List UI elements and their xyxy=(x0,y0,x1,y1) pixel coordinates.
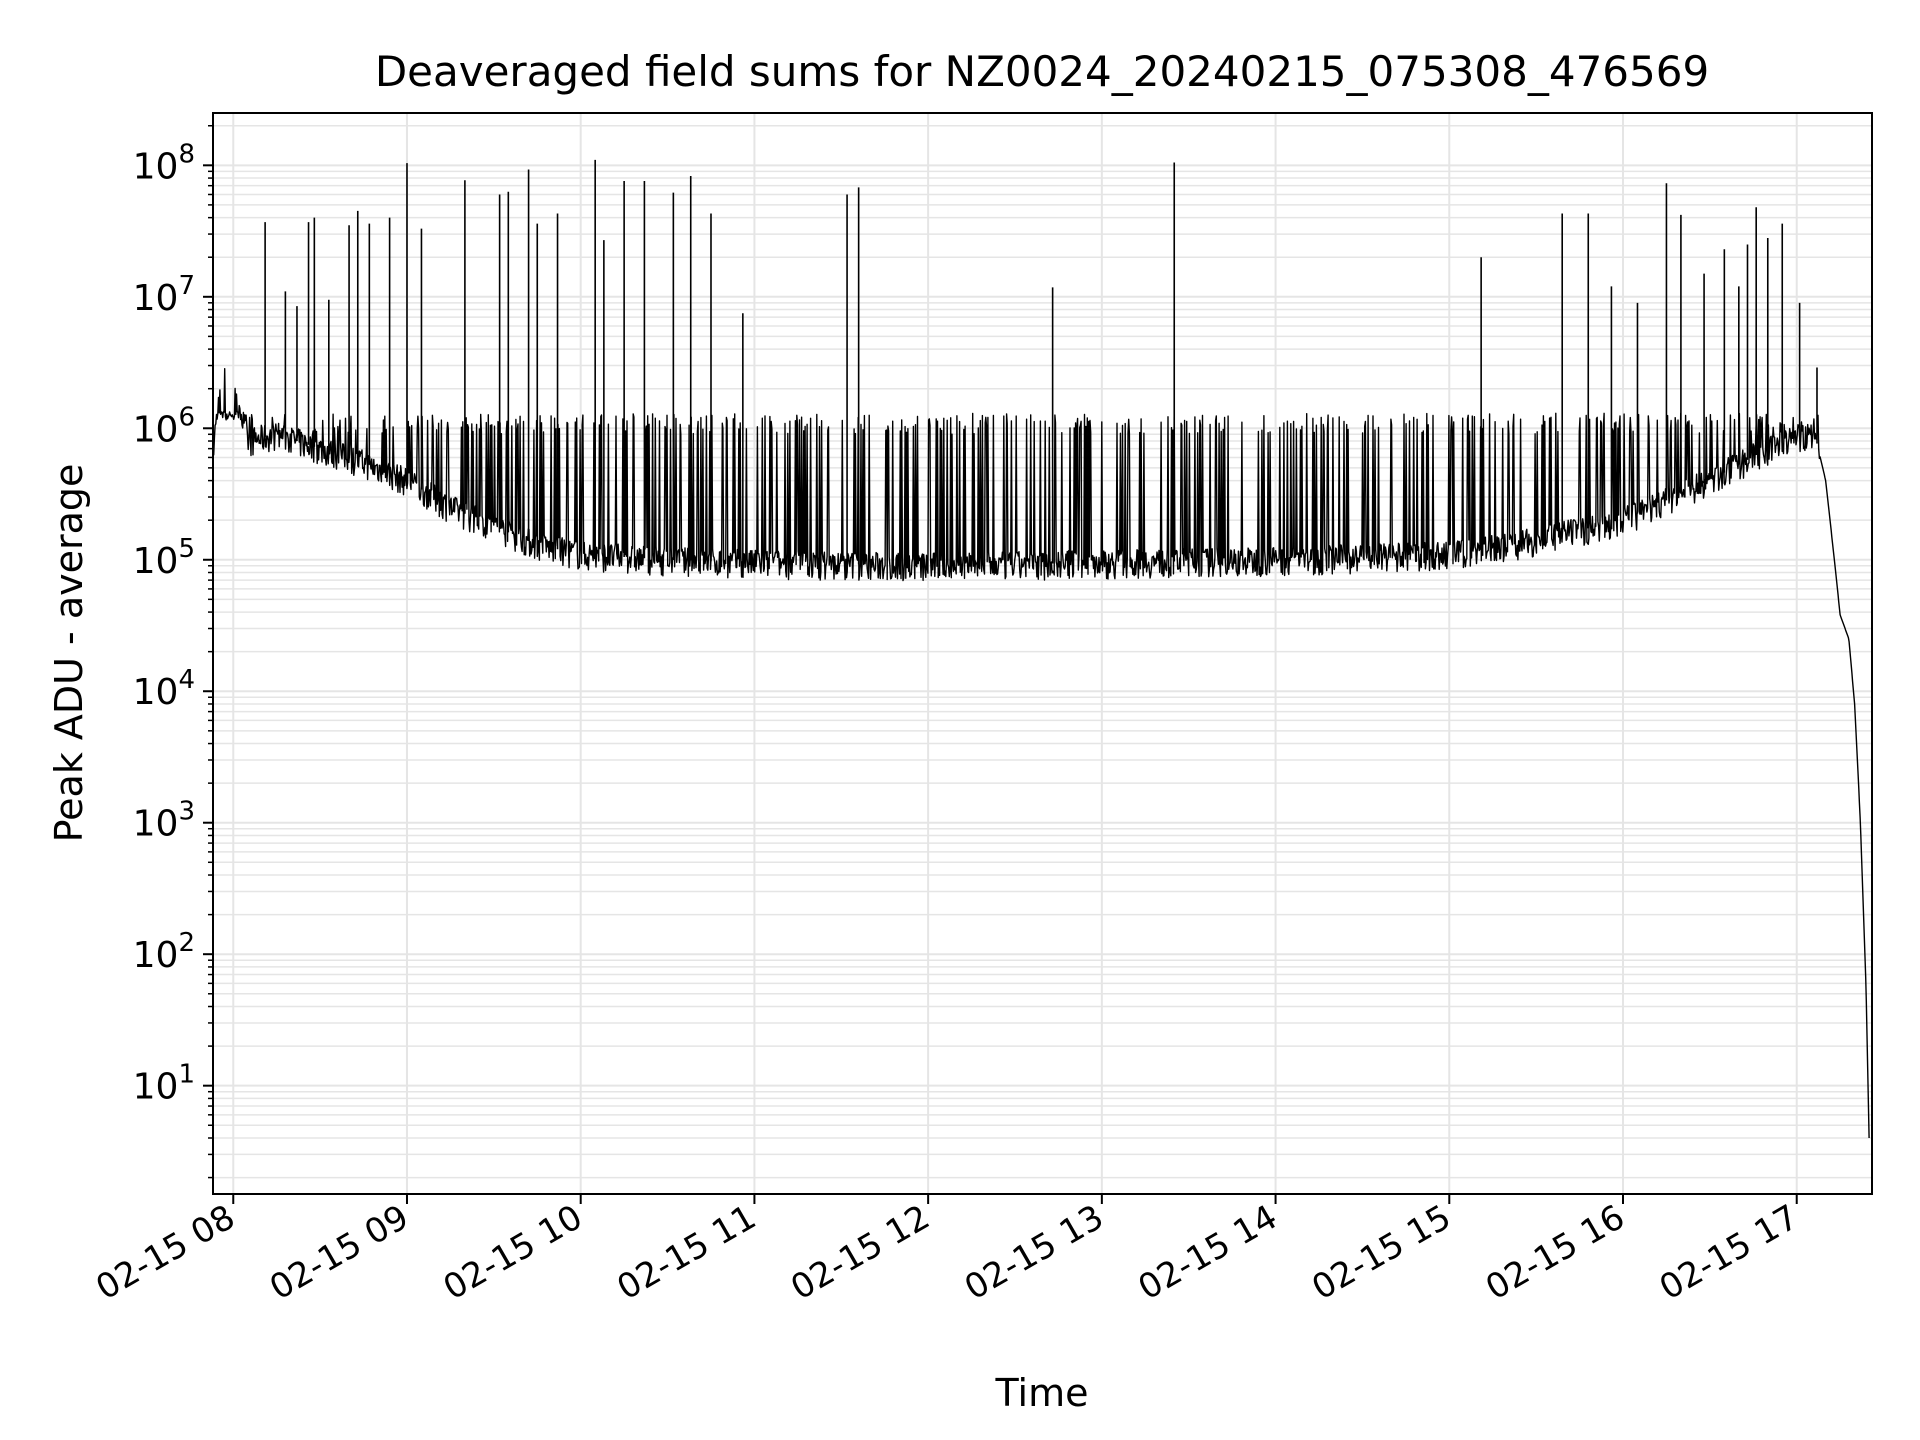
y-tick-label: 108 xyxy=(133,139,195,187)
series-line xyxy=(212,368,1870,1139)
y-tick-label: 101 xyxy=(133,1060,195,1108)
y-tick-label: 105 xyxy=(133,534,195,582)
y-tick-label: 102 xyxy=(133,928,195,976)
y-axis-title: Peak ADU - average xyxy=(47,464,91,843)
plot-area xyxy=(212,159,1870,1139)
x-axis-title: Time xyxy=(995,1371,1089,1415)
y-tick-label: 106 xyxy=(133,402,195,450)
y-tick-label: 103 xyxy=(133,797,195,845)
axes-frame xyxy=(212,112,1873,1195)
y-tick-label: 104 xyxy=(133,665,195,713)
y-tick-label: 107 xyxy=(133,271,195,319)
chart-title: Deaveraged field sums for NZ0024_2024021… xyxy=(375,47,1709,96)
